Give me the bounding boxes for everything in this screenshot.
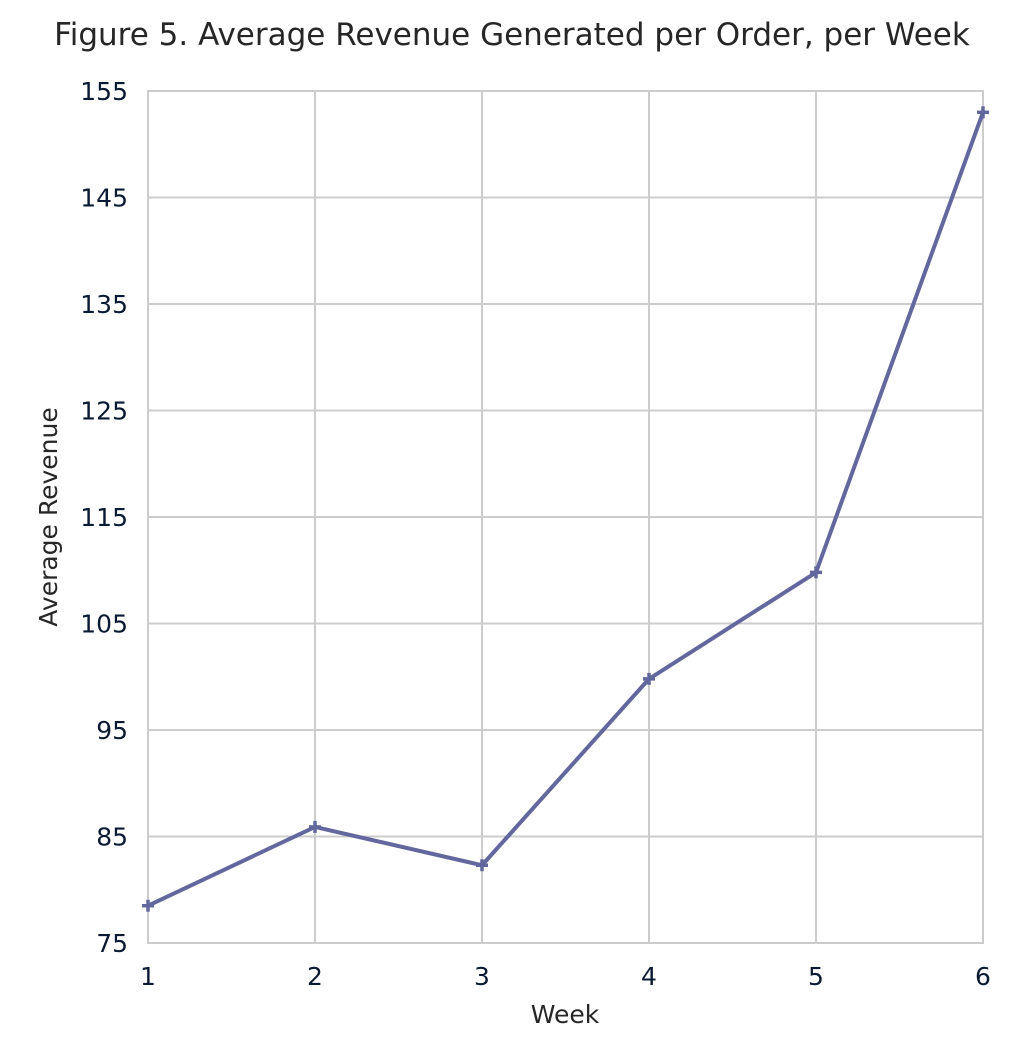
y-tick-label: 125	[80, 397, 128, 426]
data-point-marker	[810, 566, 822, 579]
x-tick-label: 4	[641, 962, 657, 991]
chart-title: Figure 5. Average Revenue Generated per …	[54, 17, 970, 53]
y-tick-label: 115	[80, 503, 128, 532]
x-axis-label: Week	[531, 1000, 600, 1029]
data-point-marker	[142, 899, 154, 912]
y-tick-label: 145	[80, 184, 128, 213]
y-axis-label: Average Revenue	[34, 407, 63, 626]
y-tick-label: 155	[80, 77, 128, 106]
x-tick-label: 3	[474, 962, 490, 991]
y-tick-label: 105	[80, 610, 128, 639]
data-point-marker	[476, 859, 488, 872]
x-tick-label: 1	[140, 962, 156, 991]
data-point-marker	[977, 106, 989, 119]
y-tick-label: 95	[96, 716, 128, 745]
x-tick-label: 6	[975, 962, 991, 991]
x-tick-label: 2	[307, 962, 323, 991]
y-tick-label: 135	[80, 290, 128, 319]
data-point-marker	[309, 820, 321, 833]
y-tick-label: 75	[96, 929, 128, 958]
y-axis-ticks: 75 85 95 105 115 125 135 145 155	[80, 77, 128, 958]
y-tick-label: 85	[96, 823, 128, 852]
x-tick-label: 5	[808, 962, 824, 991]
x-axis-ticks: 1 2 3 4 5 6	[140, 962, 991, 991]
series-line	[146, 110, 985, 908]
series	[142, 106, 989, 912]
plot-frame	[147, 90, 984, 944]
grid	[147, 90, 984, 944]
data-point-marker	[643, 672, 655, 685]
